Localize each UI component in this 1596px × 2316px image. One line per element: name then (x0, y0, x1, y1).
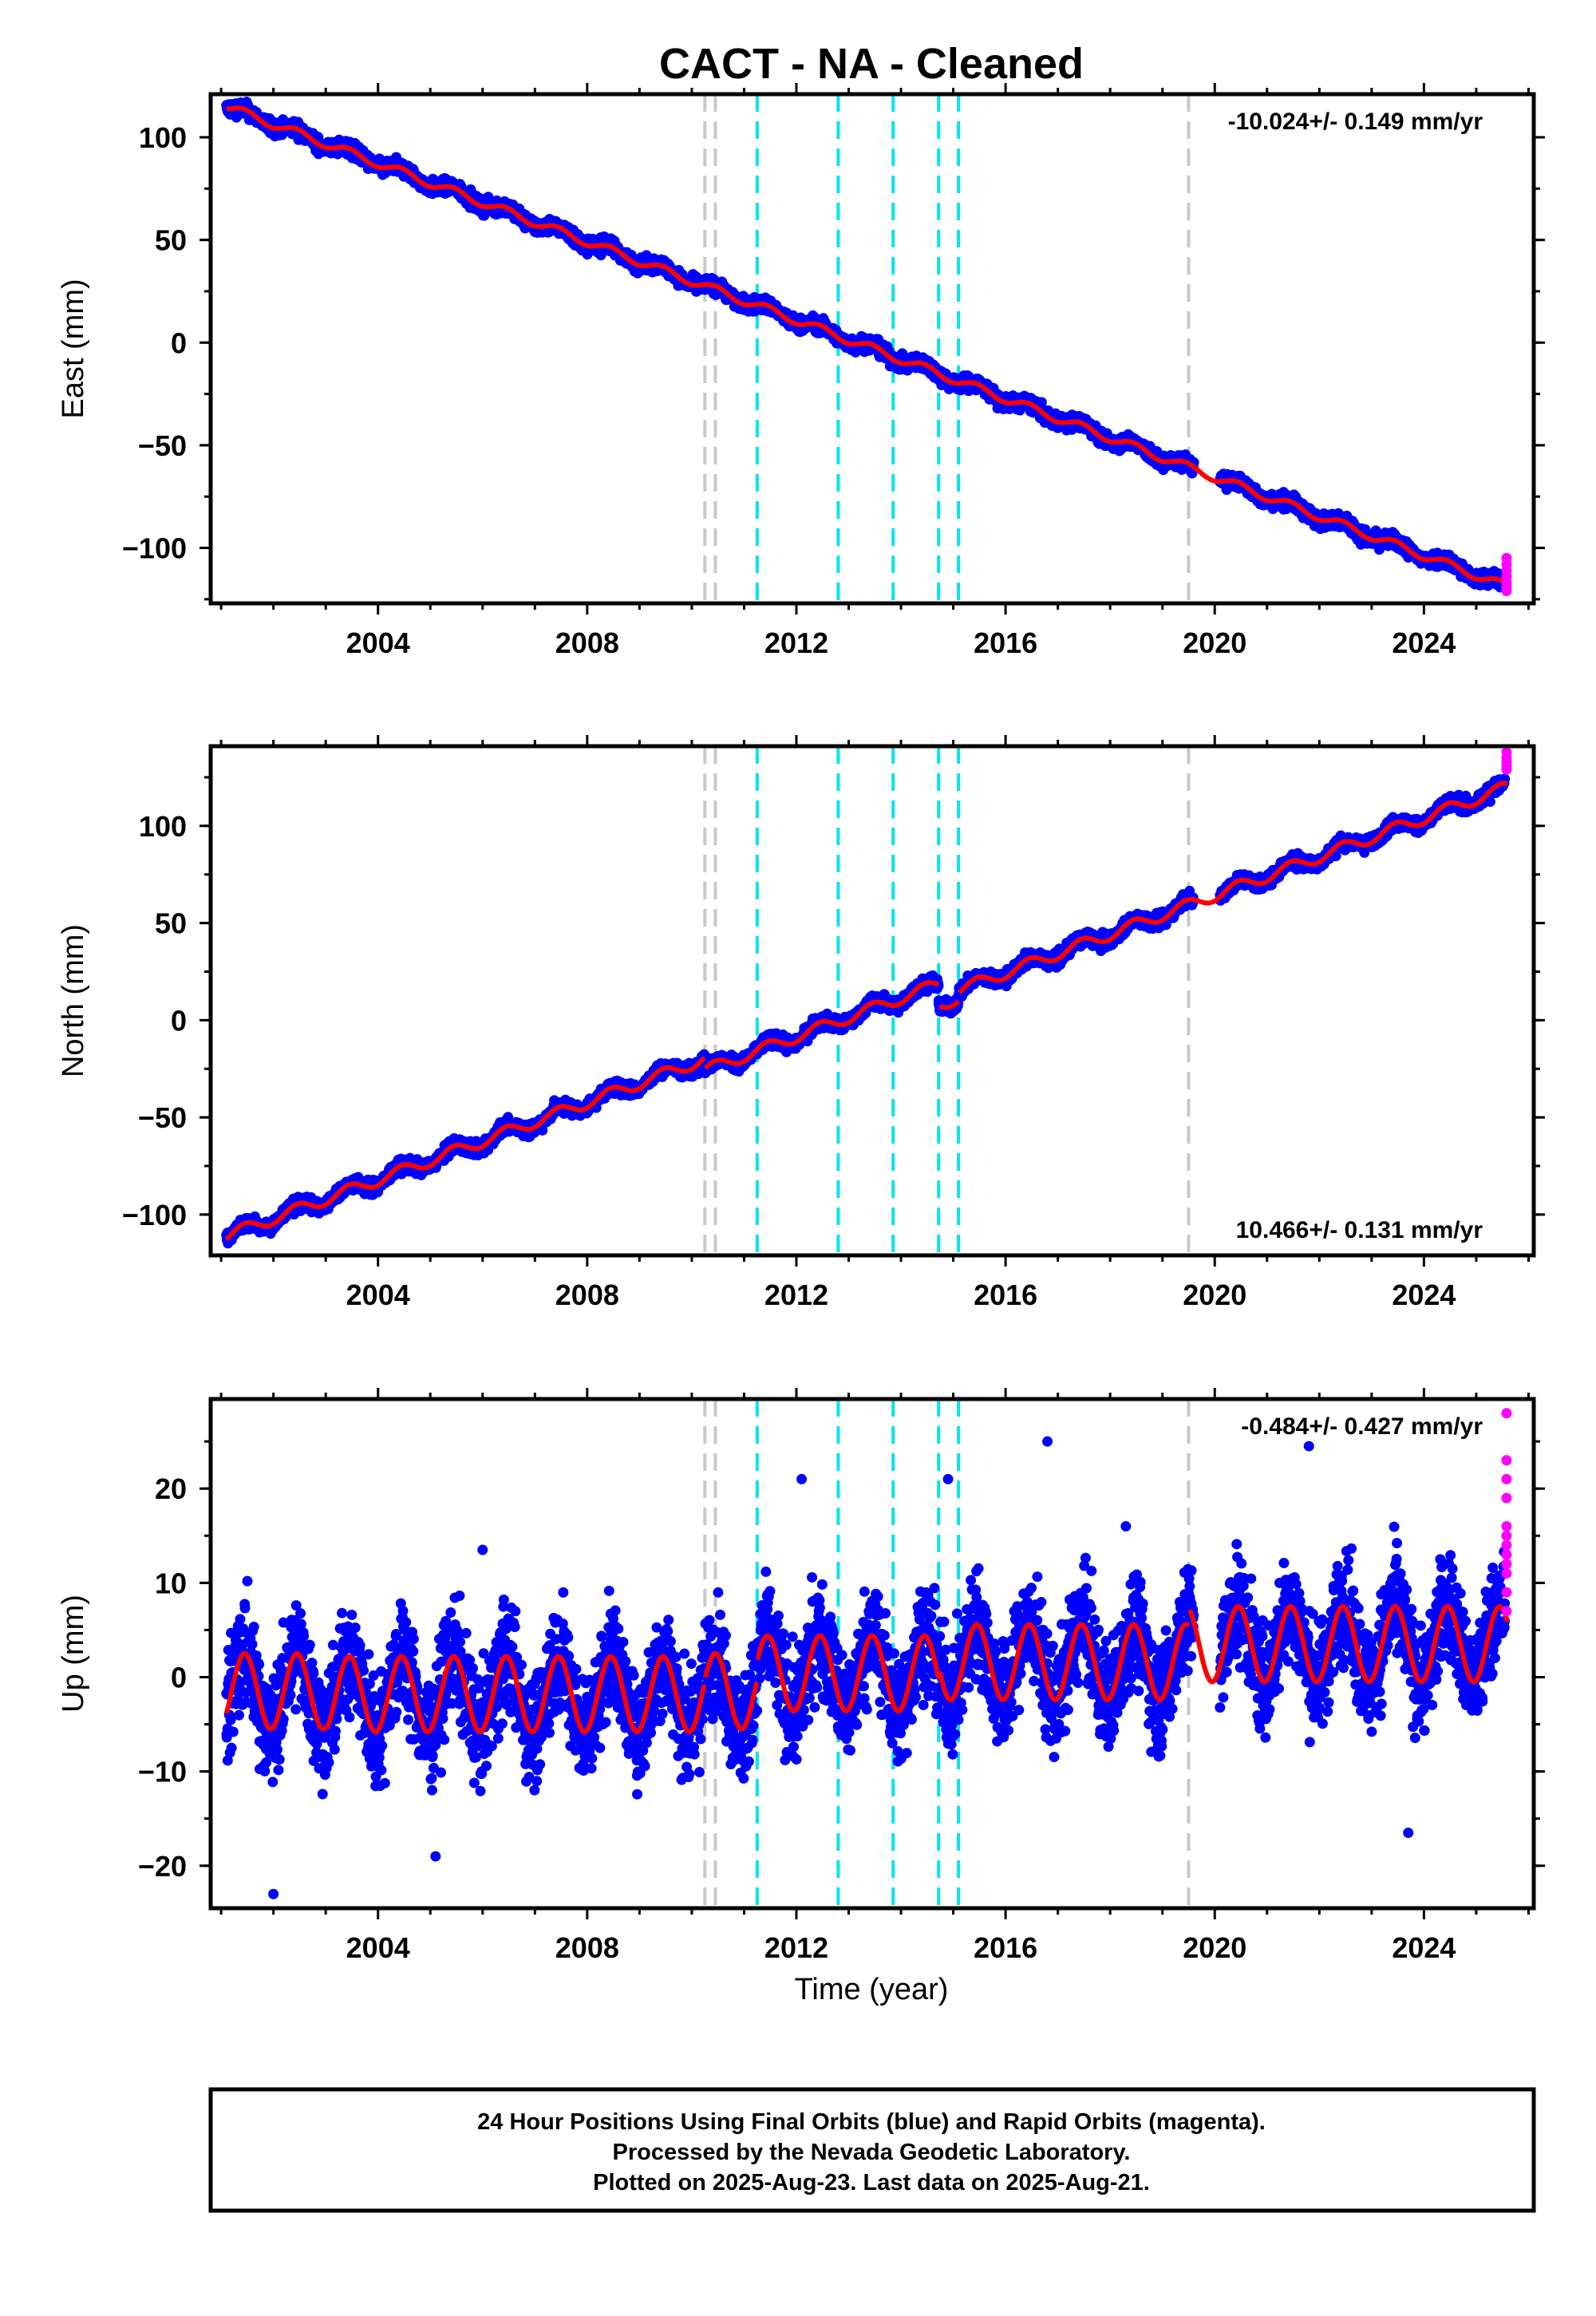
y-tick-label: 0 (171, 326, 187, 359)
rapid-point (1501, 586, 1512, 597)
plot-area (221, 746, 1512, 1255)
x-tick-label: 2012 (764, 626, 828, 659)
x-tick-label: 2004 (346, 626, 410, 659)
final-orbit-points (221, 773, 1511, 1249)
plot-area (221, 94, 1512, 603)
rate-annotation: -10.024+/- 0.149 mm/yr (1228, 109, 1483, 135)
x-tick-label: 2008 (555, 626, 619, 659)
east-panel: 2004 2008 2012 2016 2020 2024 −100 −50 0 50 100 Eas… (57, 83, 1545, 659)
figure-title: CACT - NA - Cleaned (659, 40, 1084, 88)
plot-frame (208, 92, 1536, 606)
model-fit-line (226, 105, 1510, 587)
y-tick-label: −50 (138, 429, 187, 462)
x-tick-label: 2024 (1392, 626, 1456, 659)
x-tick-label: 2016 (974, 626, 1037, 659)
y-tick-label: −100 (122, 532, 187, 565)
y-axis-label: East (mm) (57, 279, 90, 418)
y-tick-label: 100 (139, 121, 187, 154)
north-panel: 2004 2008 2012 2016 2020 2024−100−50050100Nor… (57, 735, 1545, 1311)
y-tick-label: 50 (155, 224, 187, 257)
rapid-orbit-points (1501, 552, 1512, 597)
x-tick-label: 2020 (1183, 626, 1246, 659)
